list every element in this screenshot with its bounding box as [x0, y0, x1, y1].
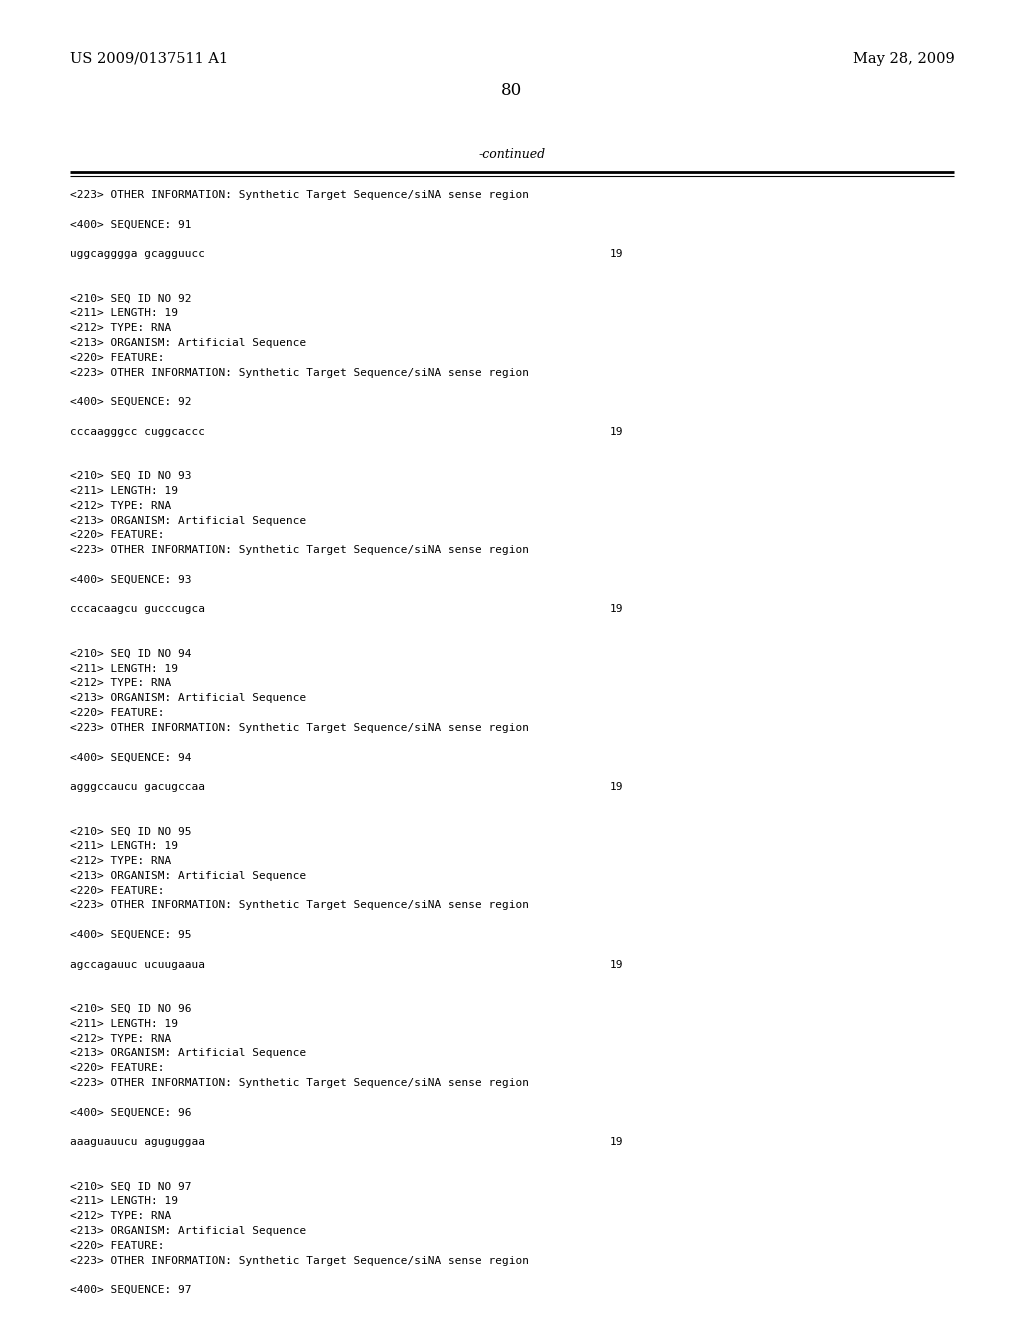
- Text: <400> SEQUENCE: 94: <400> SEQUENCE: 94: [70, 752, 191, 763]
- Text: <223> OTHER INFORMATION: Synthetic Target Sequence/siNA sense region: <223> OTHER INFORMATION: Synthetic Targe…: [70, 723, 528, 733]
- Text: <211> LENGTH: 19: <211> LENGTH: 19: [70, 664, 177, 673]
- Text: <211> LENGTH: 19: <211> LENGTH: 19: [70, 1196, 177, 1206]
- Text: aaaguauucu aguguggaa: aaaguauucu aguguggaa: [70, 1138, 205, 1147]
- Text: <210> SEQ ID NO 97: <210> SEQ ID NO 97: [70, 1181, 191, 1192]
- Text: <400> SEQUENCE: 97: <400> SEQUENCE: 97: [70, 1286, 191, 1295]
- Text: <223> OTHER INFORMATION: Synthetic Target Sequence/siNA sense region: <223> OTHER INFORMATION: Synthetic Targe…: [70, 1255, 528, 1266]
- Text: cccaagggcc cuggcaccc: cccaagggcc cuggcaccc: [70, 426, 205, 437]
- Text: <220> FEATURE:: <220> FEATURE:: [70, 352, 164, 363]
- Text: <223> OTHER INFORMATION: Synthetic Target Sequence/siNA sense region: <223> OTHER INFORMATION: Synthetic Targe…: [70, 190, 528, 201]
- Text: <400> SEQUENCE: 93: <400> SEQUENCE: 93: [70, 574, 191, 585]
- Text: <210> SEQ ID NO 92: <210> SEQ ID NO 92: [70, 293, 191, 304]
- Text: <212> TYPE: RNA: <212> TYPE: RNA: [70, 1212, 171, 1221]
- Text: <223> OTHER INFORMATION: Synthetic Target Sequence/siNA sense region: <223> OTHER INFORMATION: Synthetic Targe…: [70, 545, 528, 556]
- Text: <400> SEQUENCE: 95: <400> SEQUENCE: 95: [70, 931, 191, 940]
- Text: <212> TYPE: RNA: <212> TYPE: RNA: [70, 855, 171, 866]
- Text: <212> TYPE: RNA: <212> TYPE: RNA: [70, 678, 171, 689]
- Text: 19: 19: [609, 781, 623, 792]
- Text: <213> ORGANISM: Artificial Sequence: <213> ORGANISM: Artificial Sequence: [70, 516, 306, 525]
- Text: <400> SEQUENCE: 91: <400> SEQUENCE: 91: [70, 219, 191, 230]
- Text: <220> FEATURE:: <220> FEATURE:: [70, 531, 164, 540]
- Text: <213> ORGANISM: Artificial Sequence: <213> ORGANISM: Artificial Sequence: [70, 693, 306, 704]
- Text: <213> ORGANISM: Artificial Sequence: <213> ORGANISM: Artificial Sequence: [70, 338, 306, 348]
- Text: 19: 19: [609, 1138, 623, 1147]
- Text: 19: 19: [609, 426, 623, 437]
- Text: <211> LENGTH: 19: <211> LENGTH: 19: [70, 1019, 177, 1028]
- Text: <213> ORGANISM: Artificial Sequence: <213> ORGANISM: Artificial Sequence: [70, 871, 306, 880]
- Text: <220> FEATURE:: <220> FEATURE:: [70, 708, 164, 718]
- Text: <213> ORGANISM: Artificial Sequence: <213> ORGANISM: Artificial Sequence: [70, 1226, 306, 1236]
- Text: agccagauuc ucuugaaua: agccagauuc ucuugaaua: [70, 960, 205, 970]
- Text: <213> ORGANISM: Artificial Sequence: <213> ORGANISM: Artificial Sequence: [70, 1048, 306, 1059]
- Text: -continued: -continued: [478, 148, 546, 161]
- Text: 80: 80: [502, 82, 522, 99]
- Text: <211> LENGTH: 19: <211> LENGTH: 19: [70, 486, 177, 496]
- Text: 19: 19: [609, 960, 623, 970]
- Text: <220> FEATURE:: <220> FEATURE:: [70, 886, 164, 895]
- Text: <210> SEQ ID NO 94: <210> SEQ ID NO 94: [70, 649, 191, 659]
- Text: <223> OTHER INFORMATION: Synthetic Target Sequence/siNA sense region: <223> OTHER INFORMATION: Synthetic Targe…: [70, 900, 528, 911]
- Text: 19: 19: [609, 249, 623, 259]
- Text: cccacaagcu gucccugca: cccacaagcu gucccugca: [70, 605, 205, 614]
- Text: <400> SEQUENCE: 96: <400> SEQUENCE: 96: [70, 1107, 191, 1118]
- Text: US 2009/0137511 A1: US 2009/0137511 A1: [70, 51, 227, 66]
- Text: <220> FEATURE:: <220> FEATURE:: [70, 1063, 164, 1073]
- Text: uggcagggga gcagguucc: uggcagggga gcagguucc: [70, 249, 205, 259]
- Text: <210> SEQ ID NO 93: <210> SEQ ID NO 93: [70, 471, 191, 482]
- Text: <211> LENGTH: 19: <211> LENGTH: 19: [70, 309, 177, 318]
- Text: <212> TYPE: RNA: <212> TYPE: RNA: [70, 500, 171, 511]
- Text: <210> SEQ ID NO 96: <210> SEQ ID NO 96: [70, 1005, 191, 1014]
- Text: May 28, 2009: May 28, 2009: [853, 51, 954, 66]
- Text: <223> OTHER INFORMATION: Synthetic Target Sequence/siNA sense region: <223> OTHER INFORMATION: Synthetic Targe…: [70, 1078, 528, 1088]
- Text: <212> TYPE: RNA: <212> TYPE: RNA: [70, 323, 171, 333]
- Text: 19: 19: [609, 605, 623, 614]
- Text: agggccaucu gacugccaa: agggccaucu gacugccaa: [70, 781, 205, 792]
- Text: <210> SEQ ID NO 95: <210> SEQ ID NO 95: [70, 826, 191, 837]
- Text: <400> SEQUENCE: 92: <400> SEQUENCE: 92: [70, 397, 191, 407]
- Text: <223> OTHER INFORMATION: Synthetic Target Sequence/siNA sense region: <223> OTHER INFORMATION: Synthetic Targe…: [70, 367, 528, 378]
- Text: <212> TYPE: RNA: <212> TYPE: RNA: [70, 1034, 171, 1044]
- Text: <211> LENGTH: 19: <211> LENGTH: 19: [70, 841, 177, 851]
- Text: <220> FEATURE:: <220> FEATURE:: [70, 1241, 164, 1251]
